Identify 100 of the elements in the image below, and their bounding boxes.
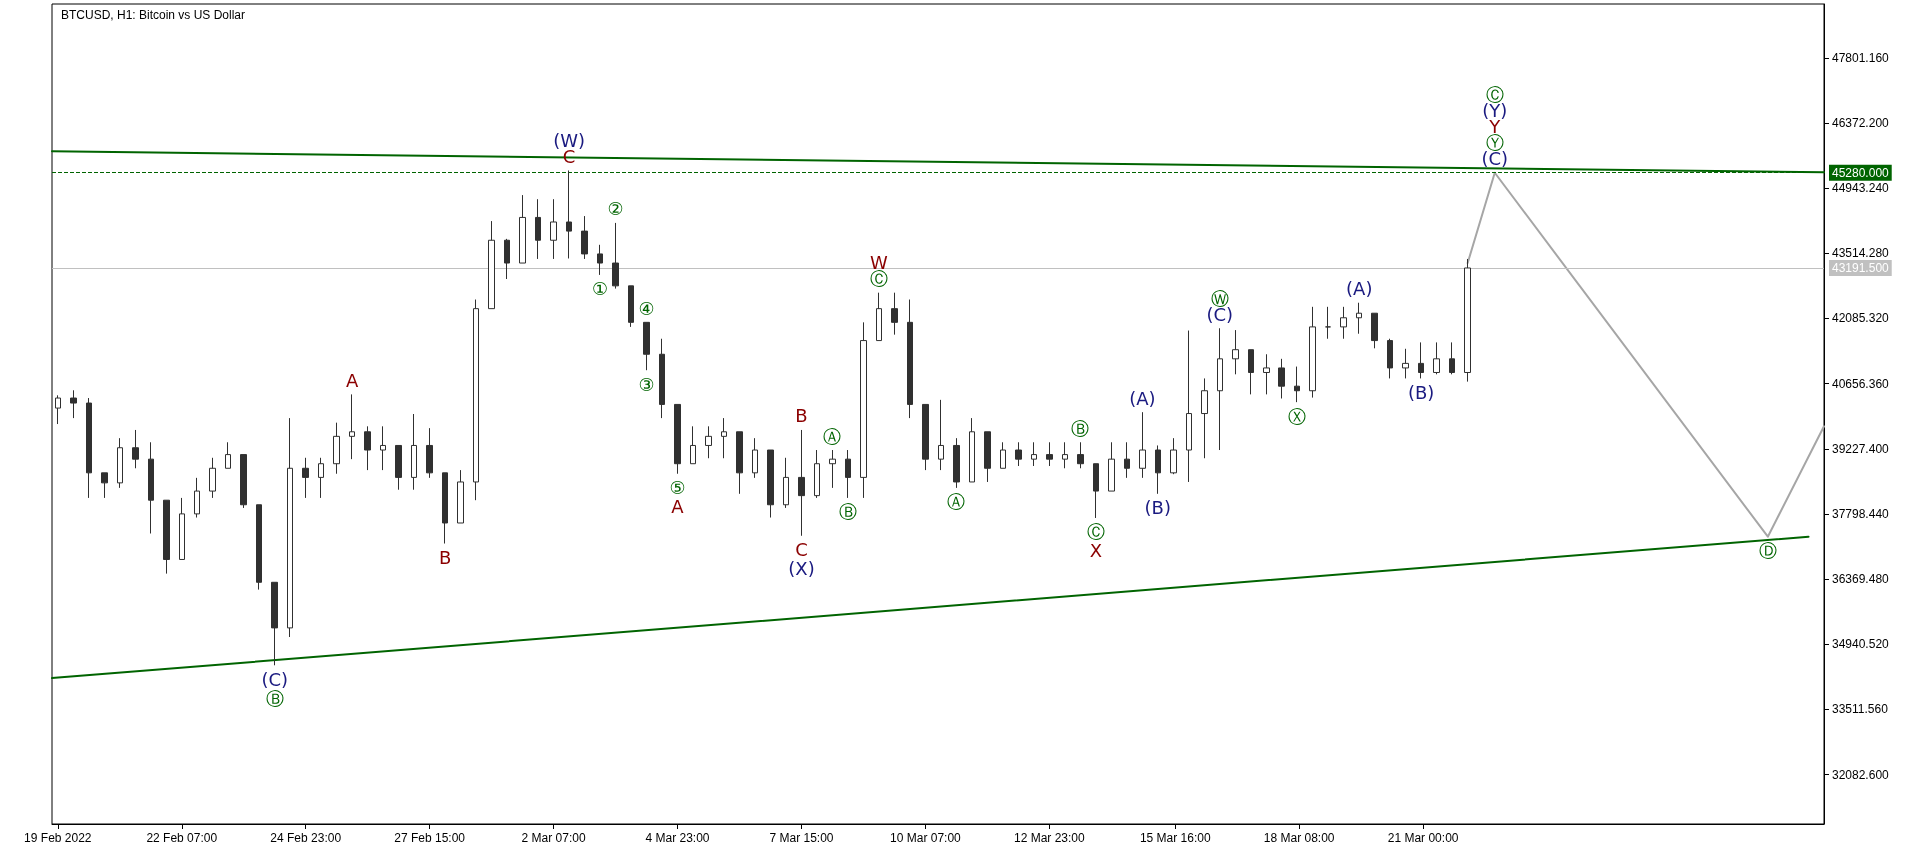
candlestick <box>922 403 929 471</box>
candlestick <box>1062 441 1068 469</box>
candlestick <box>721 417 727 459</box>
candlestick <box>1217 327 1223 451</box>
annotation: Ⓐ <box>947 491 966 513</box>
candlestick <box>1387 338 1393 379</box>
x-tick-label: 21 Mar 00:00 <box>1387 831 1459 845</box>
candlestick <box>1449 341 1455 375</box>
candlestick <box>179 497 185 560</box>
annotation: ③ <box>638 373 655 395</box>
y-tick-label: 42085.320 <box>1832 311 1890 326</box>
annotation: Ⓧ <box>1288 405 1307 427</box>
x-tick-label: 19 Feb 2022 <box>24 831 92 845</box>
annotation: X <box>1089 540 1103 562</box>
candlestick <box>783 457 789 509</box>
candlestick <box>1464 258 1471 383</box>
candlestick <box>736 431 743 495</box>
x-tick-label: 10 Mar 07:00 <box>890 831 962 845</box>
annotation: ④ <box>638 297 655 319</box>
candlestick <box>240 454 247 509</box>
candlestick <box>163 499 170 575</box>
candlestick <box>674 403 681 475</box>
annotation: Ⓑ <box>1071 417 1090 439</box>
x-tick-label: 18 Mar 08:00 <box>1263 831 1335 845</box>
y-tick-label: 37798.440 <box>1832 506 1890 521</box>
candlestick <box>70 389 77 419</box>
candlestick <box>504 238 510 280</box>
candlestick <box>1340 306 1347 340</box>
candlestick <box>1294 366 1300 403</box>
annotation: (A) <box>1346 278 1373 300</box>
candlestick <box>876 292 882 342</box>
annotation: C <box>795 539 808 561</box>
candlestick <box>907 299 913 419</box>
candlestick <box>473 299 479 501</box>
candlestick <box>1402 348 1409 379</box>
candlestick <box>148 441 154 534</box>
candlestick <box>953 437 960 489</box>
candlestick <box>798 429 805 537</box>
candlestick <box>1232 329 1239 375</box>
candlestick <box>938 399 944 471</box>
candlestick <box>1371 312 1378 349</box>
candlestick <box>101 472 108 499</box>
candlestick <box>442 472 448 545</box>
candlestick <box>767 449 774 519</box>
candlestick <box>302 457 309 499</box>
candlestick <box>86 397 92 499</box>
y-tick-label: 32082.600 <box>1832 767 1890 782</box>
candlestick <box>1325 306 1331 340</box>
candlestick <box>535 198 541 260</box>
annotation: Ⓑ <box>265 687 284 709</box>
candlestick <box>1263 353 1270 395</box>
annotation: Ⓒ <box>1086 521 1105 543</box>
candlestick <box>1093 463 1099 519</box>
x-tick-label: 22 Feb 07:00 <box>146 831 218 845</box>
candlestick <box>1000 441 1006 469</box>
candlestick <box>364 425 371 471</box>
annotation: (B) <box>1407 381 1435 403</box>
candlestick <box>550 198 557 260</box>
candlestick <box>752 437 758 479</box>
y-tick-label: 46372.200 <box>1832 115 1890 130</box>
candlestick <box>1015 441 1022 467</box>
candlestick <box>690 425 696 465</box>
annotation: A <box>671 496 685 518</box>
candlestick <box>519 194 526 264</box>
candlestick <box>287 417 293 638</box>
candlestick <box>1201 377 1208 459</box>
candlestick <box>860 321 867 499</box>
x-tick-label: 15 Mar 16:00 <box>1139 831 1211 845</box>
x-tick-label: 27 Feb 15:00 <box>394 831 466 845</box>
annotation: (B) <box>1144 497 1172 519</box>
candlestick <box>1418 341 1424 379</box>
y-tick-label: 44943.240 <box>1832 181 1890 196</box>
x-tick-label: 12 Mar 23:00 <box>1014 831 1086 845</box>
candlestick <box>457 469 464 524</box>
candlestick <box>1278 358 1285 399</box>
candlestick <box>380 425 386 471</box>
x-tick-label: 2 Mar 07:00 <box>521 831 586 845</box>
y-tick-label: 33511.560 <box>1832 702 1889 717</box>
candlestick <box>659 338 665 419</box>
y-tick-label: 47801.160 <box>1832 50 1890 65</box>
annotation: B <box>795 405 808 427</box>
y-tick-label: 39227.400 <box>1832 441 1890 456</box>
candlestick <box>256 504 262 591</box>
candlestick <box>55 394 61 425</box>
candlestick <box>612 222 619 290</box>
annotation: ⑤ <box>669 477 686 499</box>
annotation: B <box>438 547 452 569</box>
candlestick <box>1046 441 1053 467</box>
candlestick <box>845 449 851 499</box>
annotation: A <box>346 369 360 391</box>
candlestick <box>1031 441 1037 467</box>
ref-line-label: 43191.500 <box>1832 260 1890 275</box>
candlestick <box>209 457 216 499</box>
annotation: ① <box>591 278 609 300</box>
candlestick <box>891 292 898 336</box>
candlestick <box>318 457 324 499</box>
x-tick-label: 7 Mar 15:00 <box>769 831 834 845</box>
ref-line-label: 45280.000 <box>1832 165 1890 180</box>
candlestick <box>829 449 836 489</box>
annotation: Ⓑ <box>838 501 857 523</box>
